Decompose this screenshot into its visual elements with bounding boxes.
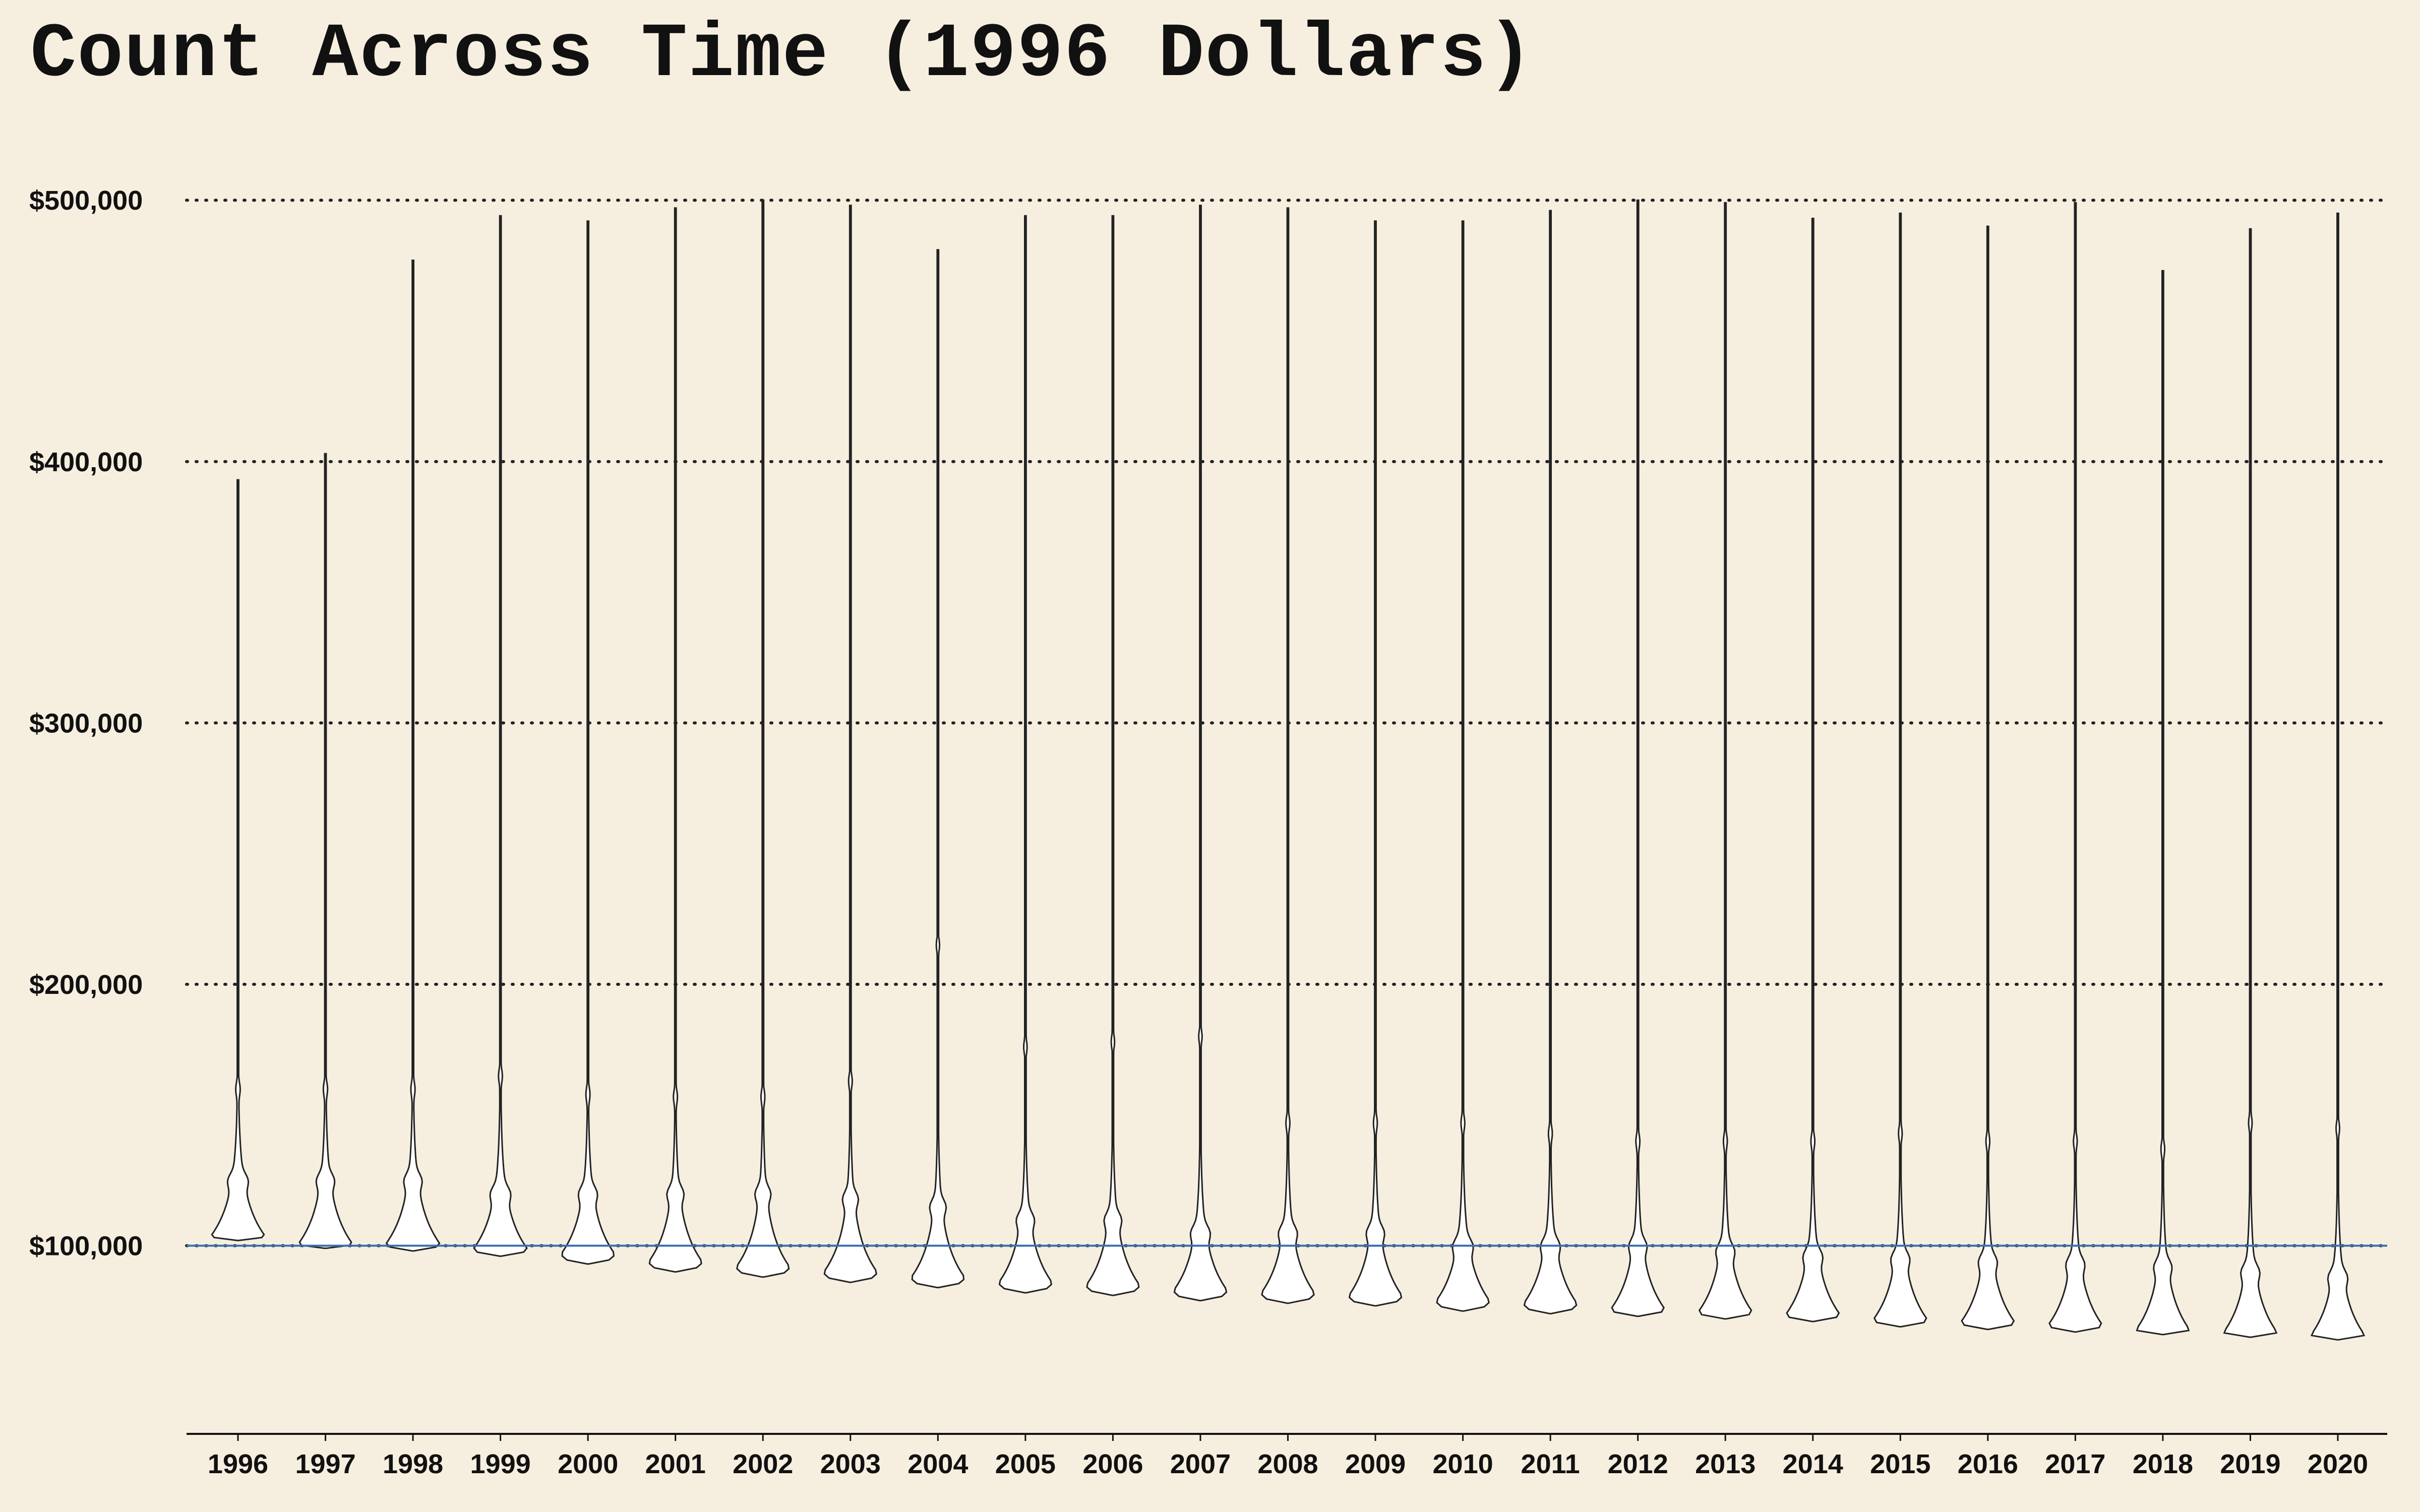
violin-2019 xyxy=(2223,228,2278,1338)
x-tick-label: 2000 xyxy=(558,1449,618,1479)
violin-2015 xyxy=(1873,212,1927,1328)
x-tick-label: 2007 xyxy=(1170,1449,1231,1479)
x-tick-label: 2006 xyxy=(1082,1449,1143,1479)
x-tick-label: 1997 xyxy=(295,1449,355,1479)
violin-2010 xyxy=(1436,220,1490,1312)
chart-title: Count Across Time (1996 Dollars) xyxy=(30,11,1534,98)
x-tick-label: 2002 xyxy=(733,1449,793,1479)
violin-2018 xyxy=(2136,270,2190,1336)
y-tick-label: $400,000 xyxy=(29,447,143,477)
axes: $100,000 $200,000 $300,000 $400,000 $500,000… xyxy=(29,185,2387,1479)
violin-2007 xyxy=(1173,205,1228,1301)
x-tick-label: 2018 xyxy=(2133,1449,2193,1479)
violin-2005 xyxy=(998,215,1053,1294)
x-tick-label: 2004 xyxy=(908,1449,968,1479)
violin-2001 xyxy=(648,207,702,1273)
y-tick-label: $200,000 xyxy=(29,970,143,1000)
x-tick-label: 2003 xyxy=(820,1449,881,1479)
x-tick-label: 2016 xyxy=(1958,1449,2018,1479)
violin-2003 xyxy=(823,205,877,1283)
violin-2009 xyxy=(1348,220,1403,1307)
x-tick-label: 2011 xyxy=(1521,1449,1580,1479)
violin-2014 xyxy=(1786,218,1840,1322)
violin-1996 xyxy=(211,479,265,1241)
violins xyxy=(211,199,2366,1341)
x-tick-label: 2020 xyxy=(2308,1449,2368,1479)
x-tick-label: 2015 xyxy=(1870,1449,1930,1479)
violin-1997 xyxy=(298,453,352,1249)
violin-2004 xyxy=(911,249,965,1289)
violin-2006 xyxy=(1086,215,1140,1296)
violin-1999 xyxy=(473,215,528,1257)
violin-2012 xyxy=(1611,199,1665,1317)
x-tick-label: 2009 xyxy=(1345,1449,1406,1479)
violin-2000 xyxy=(561,220,615,1265)
x-tick-label: 2012 xyxy=(1608,1449,1668,1479)
violin-2002 xyxy=(736,199,790,1278)
y-tick-label: $300,000 xyxy=(29,708,143,738)
violin-2020 xyxy=(2310,212,2366,1341)
x-tick-label: 1999 xyxy=(470,1449,531,1479)
violin-1998 xyxy=(385,260,441,1252)
violin-2016 xyxy=(1961,225,2015,1331)
violin-2013 xyxy=(1698,202,1752,1320)
y-tick-label: $100,000 xyxy=(29,1231,143,1262)
y-tick-label: $500,000 xyxy=(29,185,143,216)
x-tick-label: 1998 xyxy=(383,1449,443,1479)
x-tick-label: 2014 xyxy=(1783,1449,1843,1479)
x-tick-label: 2005 xyxy=(995,1449,1056,1479)
x-tick-label: 1996 xyxy=(208,1449,268,1479)
violin-2011 xyxy=(1523,210,1578,1314)
x-tick-label: 2001 xyxy=(645,1449,706,1479)
violin-2008 xyxy=(1261,207,1315,1304)
x-tick-label: 2013 xyxy=(1695,1449,1756,1479)
x-tick-label: 2019 xyxy=(2220,1449,2280,1479)
x-tick-label: 2010 xyxy=(1433,1449,1493,1479)
violin-2017 xyxy=(2048,202,2102,1333)
x-tick-label: 2017 xyxy=(2045,1449,2105,1479)
x-tick-label: 2008 xyxy=(1257,1449,1318,1479)
